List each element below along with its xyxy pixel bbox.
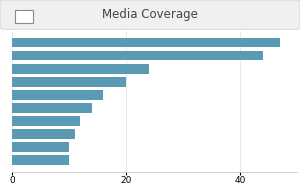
Bar [12, 64, 149, 74]
Bar [12, 142, 69, 152]
Bar [12, 103, 92, 113]
Bar [12, 38, 280, 47]
Bar [12, 77, 126, 87]
Bar [12, 116, 80, 126]
Text: Media Coverage: Media Coverage [102, 8, 198, 21]
Bar [12, 155, 69, 165]
Bar [12, 129, 75, 139]
Bar [12, 90, 103, 100]
Bar [12, 51, 263, 60]
Bar [15, 10, 33, 23]
FancyBboxPatch shape [0, 0, 300, 29]
